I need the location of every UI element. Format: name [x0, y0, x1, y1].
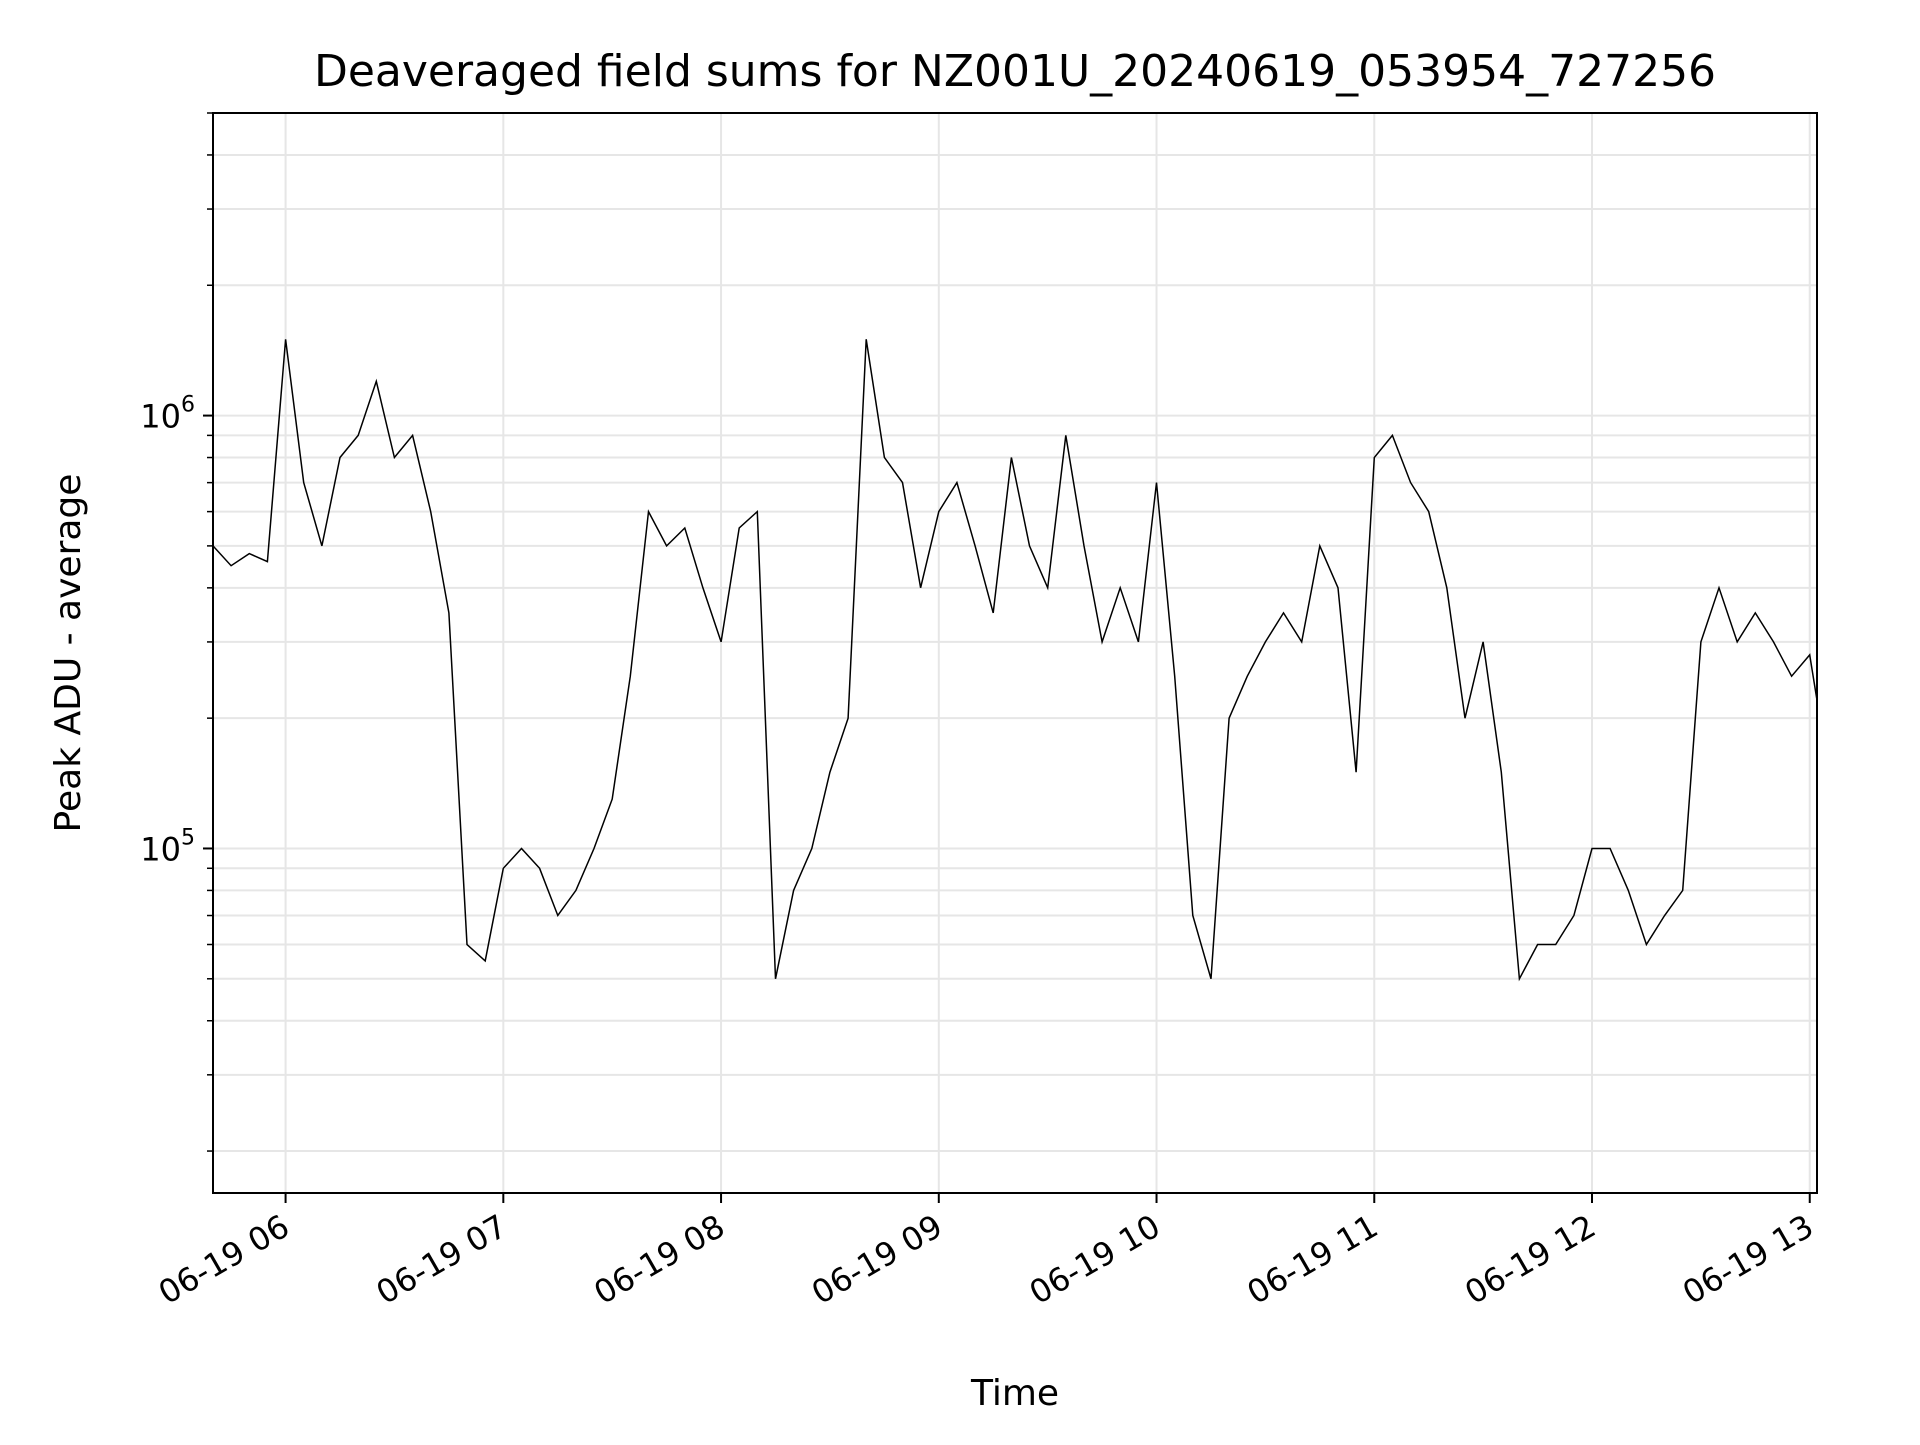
y-axis-label: Peak ADU - average: [48, 474, 89, 833]
grid: [213, 112, 1817, 1193]
y-tick-label-0: 105: [140, 825, 195, 868]
chart-title: Deaveraged field sums for NZ001U_2024061…: [314, 46, 1716, 97]
x-tick-label-6: 06-19 12: [1458, 1207, 1602, 1312]
x-axis: 06-19 06 06-19 07 06-19 08 06-19 09 06-19 10…: [152, 1193, 1820, 1312]
x-tick-label-4: 06-19 10: [1023, 1207, 1167, 1312]
x-axis-label: Time: [970, 1373, 1059, 1414]
y-tick-label-1: 106: [140, 393, 195, 436]
x-tick-label-3: 06-19 09: [805, 1207, 949, 1312]
x-tick-label-5: 06-19 11: [1241, 1207, 1385, 1312]
plot-frame: [212, 112, 1818, 1194]
x-tick-label-1: 06-19 07: [370, 1207, 514, 1312]
series-line-0: [212, 339, 1818, 982]
y-axis: 105 106: [140, 112, 213, 1152]
x-tick-label-0: 06-19 06: [152, 1207, 296, 1312]
x-tick-label-7: 06-19 13: [1676, 1207, 1820, 1312]
series-layer: [212, 339, 1818, 982]
x-tick-label-2: 06-19 08: [587, 1207, 731, 1312]
